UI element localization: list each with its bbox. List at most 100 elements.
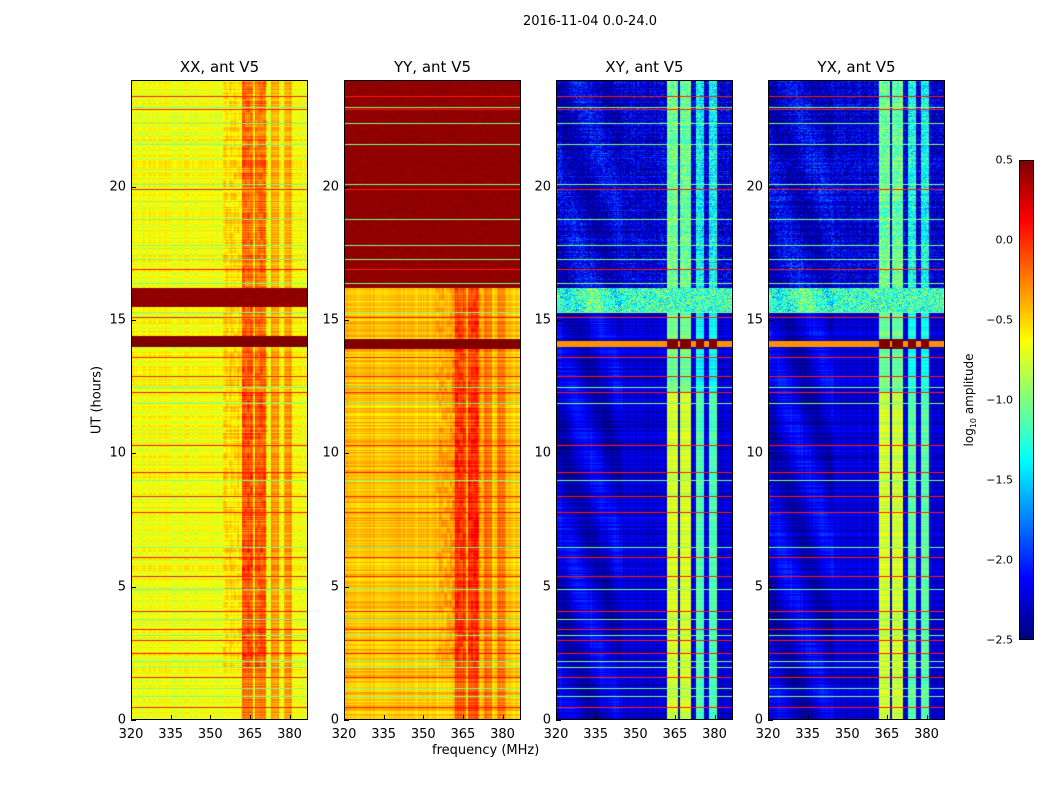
y-tick-mark xyxy=(768,186,773,188)
figure-title: 2016-11-04 0.0-24.0 xyxy=(523,14,657,29)
colorbar xyxy=(1019,160,1034,640)
y-tick-label: 10 xyxy=(322,445,339,461)
y-tick-mark xyxy=(131,586,136,588)
y-tick-mark xyxy=(556,453,561,455)
y-tick-label: 5 xyxy=(117,579,126,595)
x-tick-label: 335 xyxy=(158,727,184,742)
y-tick-mark xyxy=(344,186,349,188)
heatmap-canvas xyxy=(344,80,521,720)
colorbar-label-rest: amplitude xyxy=(961,353,976,418)
x-tick-mark xyxy=(714,715,716,720)
x-axis-label: frequency (MHz) xyxy=(432,743,540,758)
x-tick-mark xyxy=(383,715,385,720)
colorbar-tick-label: 0.5 xyxy=(995,153,1014,167)
x-tick-label: 365 xyxy=(662,727,688,742)
colorbar-tick-label: −1.5 xyxy=(986,473,1013,487)
x-tick-mark xyxy=(249,715,251,720)
y-tick-label: 5 xyxy=(542,579,551,595)
panel-yx: YX, ant V5 320 335 350 365 380 0 5 10 15 20 xyxy=(746,58,945,742)
colorbar-label-main: log xyxy=(961,428,976,447)
x-tick-mark xyxy=(847,715,849,720)
panel-title: XX, ant V5 xyxy=(179,58,260,76)
x-tick-label: 320 xyxy=(118,727,144,742)
y-tick-mark xyxy=(131,186,136,188)
x-tick-label: 335 xyxy=(583,727,609,742)
x-tick-mark xyxy=(556,715,557,720)
x-tick-mark xyxy=(635,715,637,720)
x-tick-mark xyxy=(807,715,809,720)
x-tick-label: 380 xyxy=(702,727,727,742)
x-tick-label: 380 xyxy=(277,727,302,742)
y-tick-mark xyxy=(131,453,136,455)
x-tick-mark xyxy=(210,715,212,720)
x-tick-mark xyxy=(886,715,888,720)
y-tick-mark xyxy=(131,720,136,721)
plot-frame xyxy=(131,80,308,720)
x-tick-mark xyxy=(423,715,425,720)
panel-title: YX, ant V5 xyxy=(817,58,896,76)
x-tick-mark xyxy=(289,715,291,720)
y-tick-mark xyxy=(768,453,773,455)
y-axis-label: UT (hours) xyxy=(89,365,105,435)
x-tick-mark xyxy=(674,715,676,720)
colorbar-tick-label: −1.0 xyxy=(986,393,1013,407)
plot-frame xyxy=(556,80,733,720)
y-tick-mark xyxy=(556,586,561,588)
y-tick-label: 5 xyxy=(330,579,339,595)
x-tick-mark xyxy=(131,715,132,720)
y-tick-label: 15 xyxy=(109,312,126,328)
y-tick-label: 15 xyxy=(322,312,339,328)
y-tick-mark xyxy=(344,720,349,721)
x-tick-mark xyxy=(595,715,597,720)
heatmap-canvas xyxy=(556,80,733,720)
y-tick-label: 20 xyxy=(746,179,763,195)
panel-title: YY, ant V5 xyxy=(393,58,471,76)
y-tick-label: 20 xyxy=(109,179,126,195)
y-tick-label: 20 xyxy=(534,179,551,195)
x-tick-label: 320 xyxy=(331,727,357,742)
x-tick-label: 335 xyxy=(795,727,821,742)
colorbar-label-sub: 10 xyxy=(969,417,979,429)
plot-frame xyxy=(768,80,945,720)
x-tick-mark xyxy=(926,715,928,720)
x-tick-label: 365 xyxy=(450,727,476,742)
x-tick-label: 320 xyxy=(755,727,781,742)
x-tick-mark xyxy=(344,715,345,720)
y-tick-mark xyxy=(344,586,349,588)
y-tick-label: 0 xyxy=(754,712,763,728)
y-tick-label: 15 xyxy=(746,312,763,328)
y-tick-mark xyxy=(344,453,349,455)
x-tick-label: 365 xyxy=(874,727,900,742)
y-tick-label: 10 xyxy=(109,445,126,461)
x-tick-label: 380 xyxy=(914,727,939,742)
y-tick-mark xyxy=(556,720,561,721)
panel-xx: XX, ant V5 320 335 350 365 380 0 5 10 15 20 xyxy=(109,58,308,742)
colorbar-label: log10 amplitude xyxy=(962,354,978,447)
y-tick-label: 0 xyxy=(117,712,126,728)
colorbar-tick-label: −2.5 xyxy=(986,633,1013,647)
y-tick-label: 10 xyxy=(534,445,551,461)
panel-yy: YY, ant V5 320 335 350 365 380 0 5 10 15 20 xyxy=(322,58,521,742)
x-tick-label: 350 xyxy=(410,727,436,742)
y-tick-label: 10 xyxy=(746,445,763,461)
y-tick-mark xyxy=(768,320,773,321)
y-tick-mark xyxy=(768,720,773,721)
y-tick-mark xyxy=(556,186,561,188)
panel-xy: XY, ant V5 320 335 350 365 380 0 5 10 15 20 xyxy=(534,58,733,742)
x-tick-mark xyxy=(768,715,769,720)
x-tick-label: 350 xyxy=(834,727,860,742)
y-tick-mark xyxy=(556,320,561,321)
heatmap-canvas xyxy=(131,80,308,720)
y-tick-label: 0 xyxy=(330,712,339,728)
panel-title: XY, ant V5 xyxy=(605,58,684,76)
x-tick-label: 380 xyxy=(490,727,515,742)
y-tick-label: 0 xyxy=(542,712,551,728)
colorbar-tick-label: −2.0 xyxy=(986,553,1013,567)
x-tick-label: 320 xyxy=(543,727,569,742)
y-tick-label: 5 xyxy=(754,579,763,595)
x-tick-label: 350 xyxy=(622,727,648,742)
x-tick-label: 365 xyxy=(237,727,263,742)
y-tick-mark xyxy=(344,320,349,321)
heatmap-canvas xyxy=(768,80,945,720)
